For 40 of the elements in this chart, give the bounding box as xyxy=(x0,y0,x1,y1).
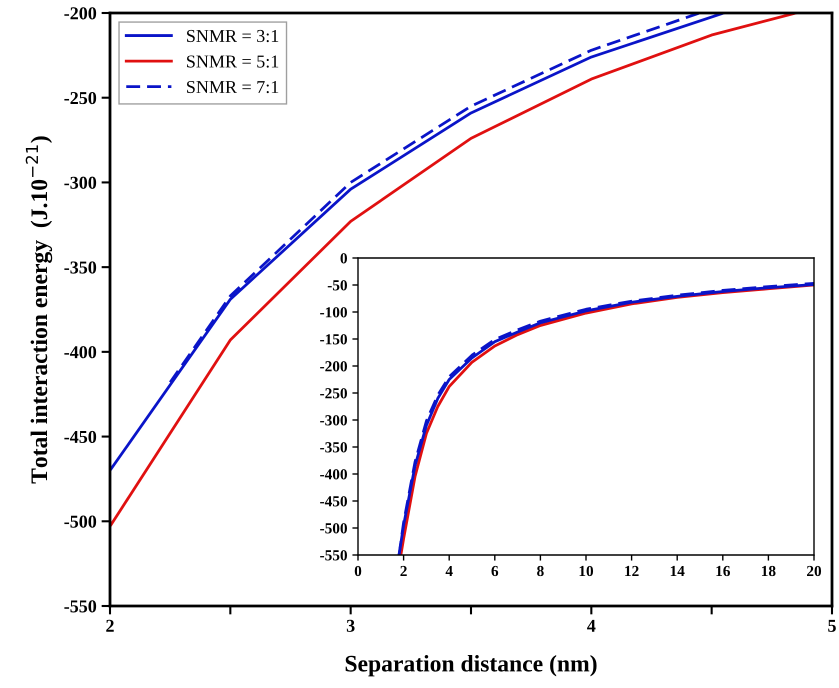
y-tick-label: -400 xyxy=(64,346,96,358)
y-axis-title: Total interaction energy (J.10$^{−21}$) xyxy=(26,136,52,484)
x-tick-label: 20 xyxy=(807,566,822,576)
y-tick-label: -50 xyxy=(328,280,347,290)
y-tick-label: -300 xyxy=(64,176,96,189)
x-tick-label: 4 xyxy=(587,620,596,632)
legend-label: SNMR = 5:1 xyxy=(187,55,278,68)
x-tick-label: 2 xyxy=(400,566,407,576)
legend-label: SNMR = 7:1 xyxy=(187,80,278,94)
x-tick-label: 0 xyxy=(354,566,362,576)
x-tick-label: 14 xyxy=(670,566,685,576)
x-tick-label: 3 xyxy=(346,620,355,632)
y-tick-label: -350 xyxy=(320,442,347,452)
y-tick-label: -350 xyxy=(64,261,96,274)
y-tick-label: -400 xyxy=(320,469,347,480)
y-tick-label: -450 xyxy=(320,496,347,506)
x-tick-label: 8 xyxy=(537,566,544,576)
x-tick-label: 4 xyxy=(446,566,453,576)
y-tick-label: -150 xyxy=(320,334,347,344)
y-tick-label: -250 xyxy=(320,388,347,398)
x-tick-label: 16 xyxy=(716,566,730,576)
y-tick-label: -200 xyxy=(64,7,96,20)
y-tick-label: 0 xyxy=(340,253,347,264)
y-tick-label: -500 xyxy=(320,523,347,534)
y-tick-label: -550 xyxy=(64,600,96,612)
y-tick-label: -250 xyxy=(64,92,96,104)
x-tick-label: 5 xyxy=(828,620,836,632)
y-tick-label: -200 xyxy=(320,361,347,372)
x-tick-label: 12 xyxy=(625,566,639,576)
legend-label: SNMR = 3:1 xyxy=(187,30,278,42)
x-axis-title: Separation distance (nm) xyxy=(346,655,597,676)
x-tick-label: 2 xyxy=(106,620,114,632)
y-tick-label: -550 xyxy=(320,550,347,560)
y-tick-label: -450 xyxy=(64,430,96,444)
y-tick-label: -500 xyxy=(64,516,96,528)
x-tick-label: 10 xyxy=(580,566,594,576)
y-tick-label: -100 xyxy=(320,307,347,318)
x-tick-label: 18 xyxy=(762,566,776,576)
x-tick-label: 6 xyxy=(492,566,498,576)
y-tick-label: -300 xyxy=(320,415,347,426)
